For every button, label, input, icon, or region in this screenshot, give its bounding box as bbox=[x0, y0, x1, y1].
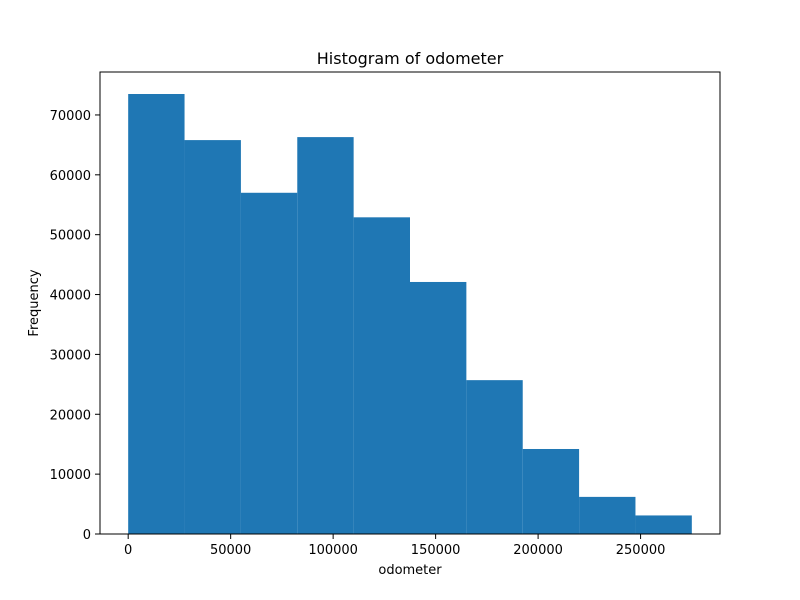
histogram-bar bbox=[297, 137, 354, 534]
histogram-bar bbox=[184, 140, 241, 534]
histogram-bar bbox=[635, 515, 692, 534]
x-tick-label: 0 bbox=[124, 543, 132, 558]
x-tick-label: 200000 bbox=[513, 543, 563, 558]
plot-area-frame bbox=[99, 71, 721, 535]
y-tick-label: 0 bbox=[83, 528, 91, 543]
histogram-bar bbox=[466, 380, 523, 534]
y-tick-label: 70000 bbox=[50, 109, 91, 124]
chart-title: Histogram of odometer bbox=[317, 49, 504, 68]
y-tick-label: 60000 bbox=[50, 169, 91, 184]
y-tick-label: 30000 bbox=[50, 348, 91, 363]
x-tick-label: 150000 bbox=[411, 543, 461, 558]
x-tick-label: 250000 bbox=[616, 543, 666, 558]
histogram-bar bbox=[522, 448, 580, 534]
x-axis-ticks: 0 50000 100000 150000 200000 250000 bbox=[124, 534, 665, 558]
histogram-bar bbox=[410, 281, 467, 534]
y-tick-label: 50000 bbox=[50, 229, 91, 244]
histogram-bar bbox=[128, 94, 185, 534]
x-tick-label: 50000 bbox=[210, 543, 251, 558]
y-axis-ticks: 0 10000 20000 30000 40000 50000 60000 70000 bbox=[50, 109, 100, 543]
x-axis-label: odometer bbox=[378, 563, 442, 578]
x-tick-label: 100000 bbox=[308, 543, 358, 558]
y-tick-label: 20000 bbox=[50, 408, 91, 423]
histogram-bar bbox=[579, 496, 636, 534]
histogram-bar bbox=[353, 217, 410, 534]
histogram-bar bbox=[240, 192, 298, 534]
bars-group bbox=[128, 94, 692, 534]
y-axis-label: Frequency bbox=[27, 269, 42, 336]
y-tick-label: 10000 bbox=[50, 468, 91, 483]
y-tick-label: 40000 bbox=[50, 289, 91, 304]
